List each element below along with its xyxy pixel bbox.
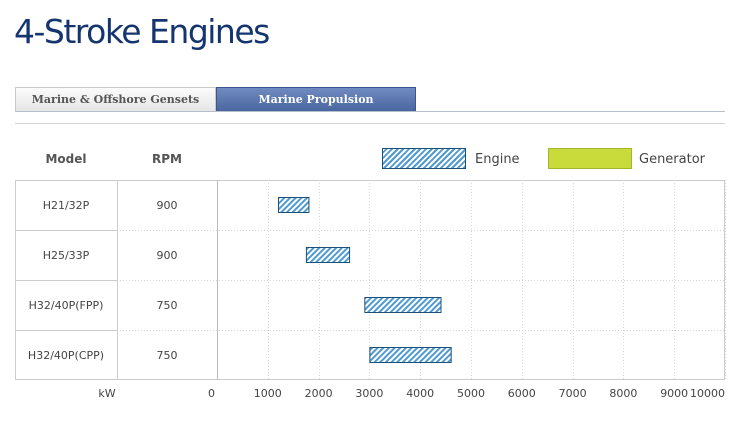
x-tick-label: 5000 [457,387,485,400]
engine-range-bar [364,297,442,313]
engine-range-bar [277,197,310,213]
legend-generator-swatch [548,148,632,169]
x-tick-label: 0 [208,387,215,400]
x-tick-label: 6000 [508,387,536,400]
row-model-label: H32/40P(CPP) [28,349,104,362]
tab-marine-offshore-gensets[interactable]: Marine & Offshore Gensets [15,87,216,111]
x-tick-label: 4000 [406,387,434,400]
tab-baseline [15,111,725,112]
row-rpm-label: 900 [157,199,178,212]
x-tick-label: 8000 [609,387,637,400]
x-axis-unit-label: kW [98,387,115,400]
row-rpm-label: 900 [157,249,178,262]
x-tick-label: 10000 [690,387,725,400]
page-title: 4-Stroke Engines [14,12,270,51]
x-tick-label: 2000 [305,387,333,400]
legend-engine-swatch [382,148,466,169]
row-rpm-label: 750 [157,299,178,312]
separator-line [15,123,725,124]
rpm-column-header: RPM [152,152,182,166]
tab-marine-propulsion[interactable]: Marine Propulsion [216,87,416,111]
legend-generator-label: Generator [639,152,706,167]
legend-engine-label: Engine [475,152,520,167]
row-model-label: H25/33P [43,249,90,262]
model-column-header: Model [45,152,87,166]
engine-range-bar [305,247,351,263]
x-tick-label: 3000 [355,387,383,400]
row-model-label: H21/32P [43,199,90,212]
x-tick-label: 1000 [254,387,282,400]
engine-range-bar [369,347,452,363]
tab-bar: Marine & Offshore Gensets Marine Propuls… [15,87,725,112]
x-tick-label: 7000 [559,387,587,400]
row-rpm-label: 750 [157,349,178,362]
row-model-label: H32/40P(FPP) [29,299,104,312]
x-tick-label: 9000 [660,387,688,400]
